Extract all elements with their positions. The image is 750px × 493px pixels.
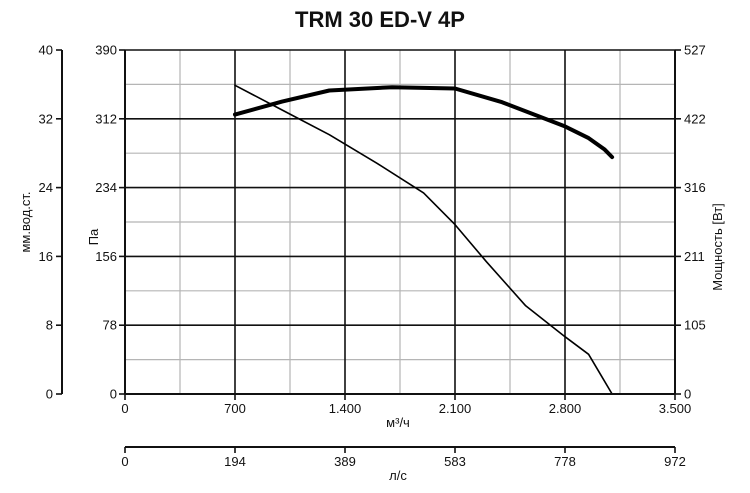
pressure-tick-label: 390 xyxy=(95,43,117,58)
axes: 0 78 156 234 312 390 Па 0 8 16 24 32 40 мм.вод.ст. 0 10… xyxy=(18,43,725,484)
water-axis-label: мм.вод.ст. xyxy=(18,191,33,252)
plot-frame xyxy=(124,49,676,395)
pressure-curve xyxy=(234,84,613,395)
flow-ls-tick-label: 389 xyxy=(334,454,356,469)
flow-m3h-tick-label: 0 xyxy=(121,401,128,416)
pressure-tick-label: 156 xyxy=(95,249,117,264)
plot-series xyxy=(233,84,615,395)
chart-title: TRM 30 ED-V 4P xyxy=(295,7,465,32)
power-tick-label: 211 xyxy=(684,249,705,264)
power-tick-label: 0 xyxy=(684,387,691,402)
water-tick-label: 32 xyxy=(39,111,53,126)
flow-m3h-tick-label: 3.500 xyxy=(659,401,692,416)
water-tick-label: 40 xyxy=(39,43,53,58)
flow-m3h-axis-label: м³/ч xyxy=(386,415,410,430)
water-tick-label: 0 xyxy=(46,387,53,402)
pressure-tick-label: 78 xyxy=(103,318,117,333)
power-tick-label: 527 xyxy=(684,43,706,58)
pressure-tick-label: 234 xyxy=(95,180,117,195)
flow-m3h-tick-label: 1.400 xyxy=(329,401,362,416)
power-tick-label: 316 xyxy=(684,180,706,195)
pressure-tick-label: 0 xyxy=(110,387,117,402)
flow-m3h-tick-label: 700 xyxy=(224,401,246,416)
power-tick-label: 422 xyxy=(684,111,706,126)
flow-ls-tick-label: 778 xyxy=(554,454,576,469)
flow-ls-axis-label: л/с xyxy=(389,468,407,483)
flow-m3h-tick-label: 2.800 xyxy=(549,401,582,416)
power-axis-label: Мощность [Вт] xyxy=(710,203,725,291)
power-curve xyxy=(233,85,615,160)
flow-ls-tick-label: 0 xyxy=(121,454,128,469)
power-tick-label: 105 xyxy=(684,318,706,333)
grid xyxy=(125,50,675,394)
flow-m3h-tick-label: 2.100 xyxy=(439,401,472,416)
water-tick-label: 16 xyxy=(39,249,53,264)
flow-ls-tick-label: 583 xyxy=(444,454,466,469)
pressure-tick-label: 312 xyxy=(95,111,117,126)
flow-ls-tick-label: 972 xyxy=(664,454,686,469)
water-tick-label: 24 xyxy=(39,180,53,195)
flow-ls-tick-label: 194 xyxy=(224,454,246,469)
water-tick-label: 8 xyxy=(46,318,53,333)
pressure-axis-label: Па xyxy=(86,228,101,245)
